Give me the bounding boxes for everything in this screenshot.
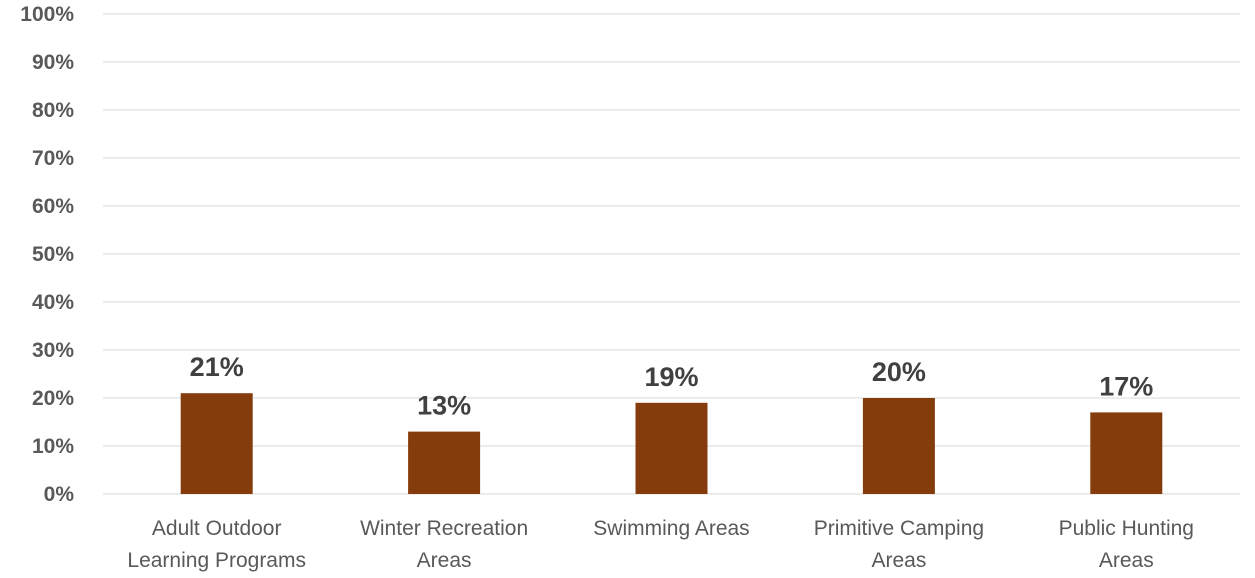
x-tick-label: Areas [1099, 549, 1154, 572]
x-tick-label: Adult Outdoor [152, 517, 282, 540]
x-tick-label: Winter Recreation [360, 517, 528, 540]
y-tick-label: 20% [32, 387, 74, 410]
y-tick-label: 70% [32, 147, 74, 170]
y-tick-label: 60% [32, 195, 74, 218]
data-label: 13% [417, 391, 471, 421]
data-label: 17% [1099, 371, 1153, 401]
x-tick-label: Areas [871, 549, 926, 572]
data-label: 21% [190, 352, 244, 382]
y-tick-label: 0% [44, 483, 75, 506]
bar [180, 393, 253, 494]
bar [408, 431, 481, 494]
bar [1090, 412, 1163, 494]
x-tick-label: Primitive Camping [814, 517, 984, 540]
y-tick-label: 50% [32, 243, 74, 266]
x-tick-label: Public Hunting [1059, 517, 1194, 540]
bar [862, 398, 935, 494]
y-tick-label: 100% [20, 3, 74, 26]
x-tick-label: Swimming Areas [593, 517, 749, 540]
y-tick-label: 90% [32, 51, 74, 74]
y-tick-label: 40% [32, 291, 74, 314]
x-tick-label: Areas [417, 549, 472, 572]
x-tick-label: Learning Programs [127, 549, 306, 572]
y-tick-label: 10% [32, 435, 74, 458]
data-label: 20% [872, 357, 926, 387]
data-label: 19% [644, 362, 698, 392]
y-tick-label: 30% [32, 339, 74, 362]
y-tick-label: 80% [32, 99, 74, 122]
bar [635, 402, 708, 494]
